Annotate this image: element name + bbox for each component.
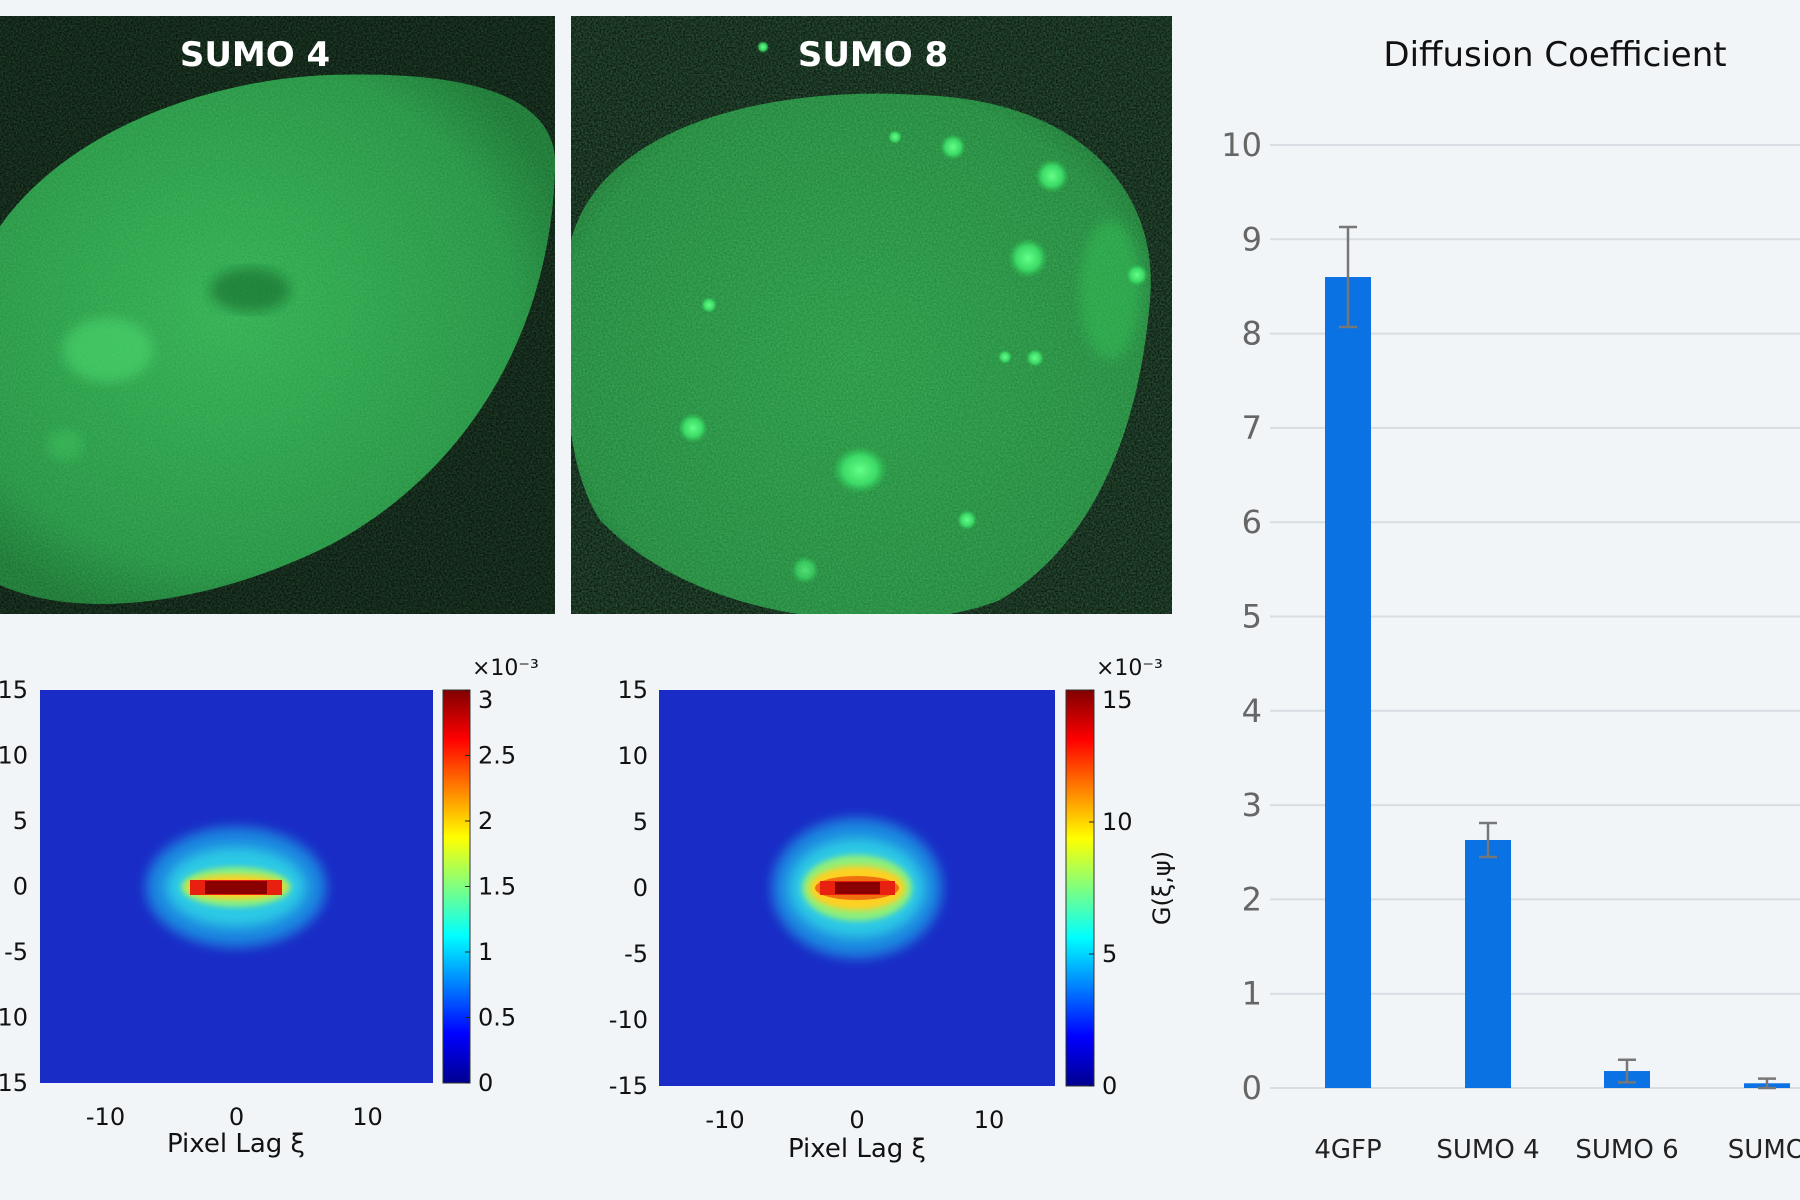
micrograph-title: SUMO 8 <box>798 35 948 75</box>
bar <box>1465 839 1511 1088</box>
y-tick-label: 15 <box>617 676 648 704</box>
x-tick-label: 10 <box>352 1103 383 1131</box>
y-tick-label: 0 <box>1242 1069 1262 1107</box>
x-tick-label: 10 <box>974 1106 1005 1134</box>
y-tick-label: 7 <box>1242 409 1262 447</box>
correlation-peak <box>146 827 326 947</box>
colorbar-tick-label: 1 <box>478 938 493 966</box>
colorbar-tick-label: 5 <box>1102 940 1117 968</box>
colorbar-multiplier: ×10⁻³ <box>472 656 539 681</box>
category-label: SUMO 4 <box>1436 1135 1539 1165</box>
heatmap-sumo4: -10 0 10 15 10 5 0 -5 -10 -15 3 2.5 2 1.5 1 0.5 0 ×10⁻… <box>0 656 539 1159</box>
y-tick-label: 10 <box>0 742 28 770</box>
micrograph-sumo4: SUMO 4 <box>0 16 555 614</box>
micrograph-title: SUMO 4 <box>180 35 330 75</box>
category-labels: 4GFP SUMO 4 SUMO 6 SUMO <box>1314 1135 1800 1165</box>
y-tick-label: -5 <box>4 938 28 966</box>
error-bars <box>1339 225 1776 1090</box>
category-label: SUMO <box>1728 1135 1800 1165</box>
x-tick-label: -10 <box>705 1106 744 1134</box>
diffusion-bar-chart: Diffusion Coefficient 0 1 2 3 4 5 6 7 8 9 10 4GFP S… <box>1221 35 1800 1165</box>
y-tick-labels: 15 10 5 0 -5 -10 -15 <box>609 676 648 1100</box>
colorbar <box>1065 689 1095 1087</box>
y-tick-labels: 0 1 2 3 4 5 6 7 8 9 10 <box>1221 126 1262 1107</box>
error-bar <box>1339 225 1357 329</box>
y-tick-label: 6 <box>1242 503 1262 541</box>
y-tick-label: 4 <box>1242 692 1262 730</box>
y-tick-label: -10 <box>609 1006 648 1034</box>
y-tick-label: 3 <box>1242 786 1262 824</box>
y-tick-label: 2 <box>1242 880 1262 918</box>
colorbar-tick-label: 0.5 <box>478 1004 516 1032</box>
y-tick-label: 10 <box>617 742 648 770</box>
colorbar-label: G(ξ,ψ) <box>1148 851 1176 925</box>
y-tick-label: 15 <box>0 676 28 704</box>
y-tick-label: -15 <box>0 1069 28 1097</box>
nuclear-foci <box>678 41 1148 584</box>
colorbar-tick-label: 1.5 <box>478 873 516 901</box>
y-tick-label: 5 <box>633 808 648 836</box>
colorbar-multiplier: ×10⁻³ <box>1096 656 1163 681</box>
y-tick-label: -5 <box>624 940 648 968</box>
micrograph-sumo8: SUMO 8 <box>571 16 1172 614</box>
correlation-peak <box>772 818 942 958</box>
category-label: SUMO 6 <box>1575 1135 1678 1165</box>
x-axis-label: Pixel Lag ξ <box>167 1129 305 1159</box>
y-tick-label: 1 <box>1242 975 1262 1013</box>
bar-marks <box>1325 277 1790 1088</box>
error-bar <box>1479 821 1497 859</box>
y-tick-label: 10 <box>1221 126 1262 164</box>
chart-title: Diffusion Coefficient <box>1383 35 1726 75</box>
x-tick-labels: -10 0 10 <box>86 1103 383 1131</box>
colorbar-ticks: 3 2.5 2 1.5 1 0.5 0 <box>465 686 516 1097</box>
x-tick-labels: -10 0 10 <box>705 1106 1004 1134</box>
y-tick-labels: 15 10 5 0 -5 -10 -15 <box>0 676 28 1097</box>
error-bar <box>1618 1058 1636 1084</box>
y-tick-label: -15 <box>609 1072 648 1100</box>
category-label: 4GFP <box>1314 1135 1381 1165</box>
y-tick-label: -10 <box>0 1004 28 1032</box>
y-tick-label: 8 <box>1242 315 1262 353</box>
colorbar-tick-label: 0 <box>1102 1072 1117 1100</box>
colorbar-tick-label: 2 <box>478 807 493 835</box>
colorbar-tick-label: 10 <box>1102 808 1133 836</box>
bar <box>1325 277 1371 1088</box>
y-tick-label: 5 <box>13 807 28 835</box>
colorbar-ticks: 15 10 5 0 <box>1089 686 1133 1100</box>
error-bar <box>1758 1077 1776 1090</box>
y-tick-label: 9 <box>1242 220 1262 258</box>
x-tick-label: 0 <box>849 1106 864 1134</box>
y-tick-label: 0 <box>633 874 648 902</box>
y-tick-label: 5 <box>1242 598 1262 636</box>
x-tick-label: -10 <box>86 1103 125 1131</box>
colorbar-tick-label: 2.5 <box>478 742 516 770</box>
heatmap-sumo8: -10 0 10 15 10 5 0 -5 -10 -15 15 10 5 0 ×10⁻³ Pixel… <box>609 656 1176 1164</box>
x-tick-label: 0 <box>229 1103 244 1131</box>
colorbar-tick-label: 3 <box>478 686 493 714</box>
y-tick-label: 0 <box>13 873 28 901</box>
colorbar-tick-label: 15 <box>1102 686 1133 714</box>
colorbar-tick-label: 0 <box>478 1069 493 1097</box>
x-axis-label: Pixel Lag ξ <box>788 1134 926 1164</box>
